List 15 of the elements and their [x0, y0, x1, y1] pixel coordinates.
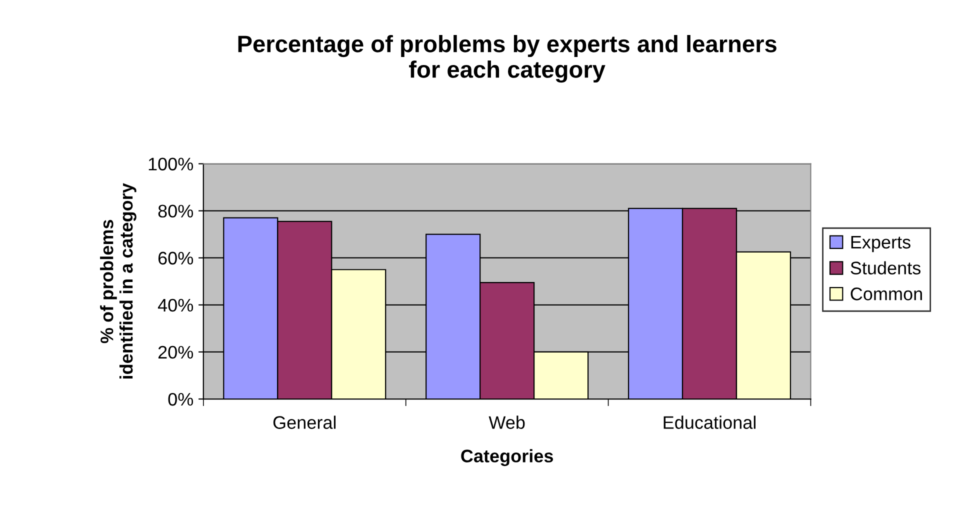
- y-tick-label: 40%: [158, 298, 194, 312]
- y-tick-label: 100%: [148, 158, 194, 170]
- y-tick-label: 0%: [168, 392, 194, 406]
- legend-label: Common: [850, 288, 922, 300]
- y-axis-title: % of problems identified in a category: [100, 183, 136, 378]
- x-tick-label: General: [273, 416, 336, 429]
- legend-label: Students: [850, 261, 920, 274]
- x-tick-label: Web: [488, 416, 525, 429]
- x-axis-title: Categories: [461, 449, 553, 466]
- x-tick-label: Educational: [664, 416, 756, 429]
- y-tick-label: 80%: [158, 204, 194, 218]
- y-tick-label: 20%: [158, 346, 194, 359]
- y-tick-label: 60%: [158, 252, 194, 265]
- legend-label: Experts: [851, 236, 910, 252]
- chart-title: Percentage of problems by experts and learners for each category: [238, 35, 776, 83]
